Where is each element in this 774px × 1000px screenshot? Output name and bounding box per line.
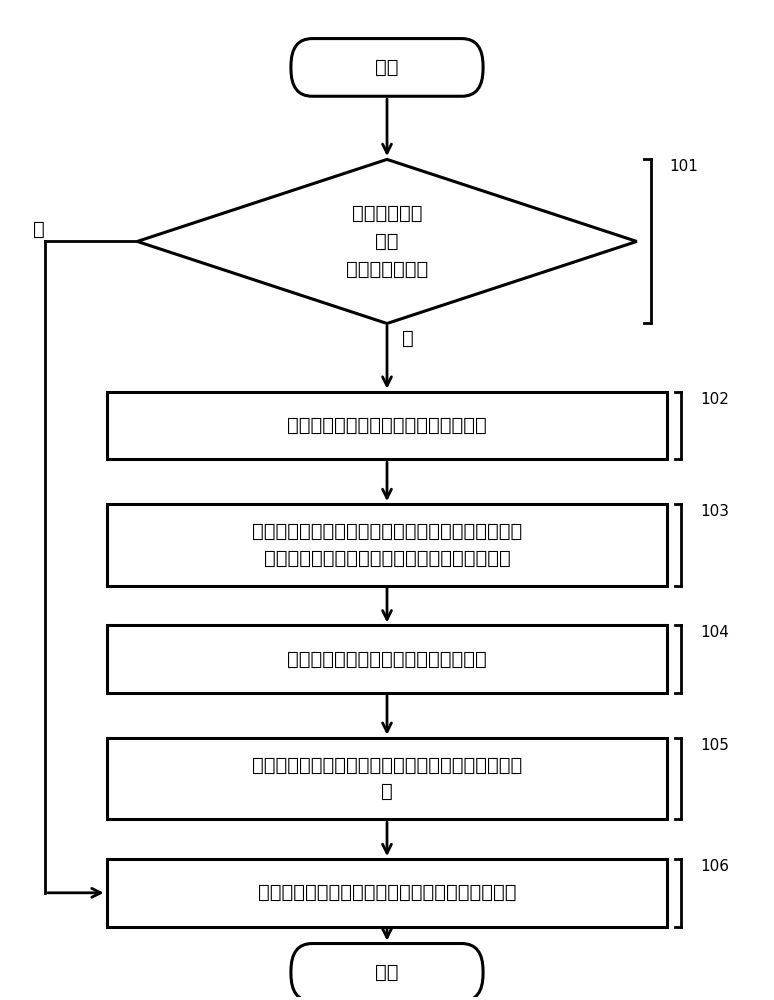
Text: 是: 是 [402, 329, 414, 348]
Text: 102: 102 [700, 392, 729, 407]
Bar [107, 738, 667, 819]
FancyBboxPatch shape [291, 944, 483, 1000]
Text: 开始: 开始 [375, 58, 399, 77]
Bar [107, 859, 667, 927]
Text: 将检测到的人体的生物特征信息与预先存储的生物特
征信息进行匹配，获取当前检测到的人体的身份: 将检测到的人体的生物特征信息与预先存储的生物特 征信息进行匹配，获取当前检测到的… [252, 522, 522, 567]
Text: 106: 106 [700, 859, 730, 874]
Text: 否: 否 [33, 220, 45, 239]
Polygon shape [137, 159, 637, 323]
Text: 101: 101 [670, 159, 699, 174]
Text: 结束: 结束 [375, 963, 399, 982]
Text: 103: 103 [700, 504, 730, 519]
Text: 105: 105 [700, 738, 729, 753]
Text: 提取与当前人体身份相符的提醒对象所属的待提醒事
件: 提取与当前人体身份相符的提醒对象所属的待提醒事 件 [252, 756, 522, 801]
Bar [107, 625, 667, 693]
Bar [107, 392, 667, 459]
Text: 人工智能门铃
判断
是否检测到人体: 人工智能门铃 判断 是否检测到人体 [346, 204, 428, 279]
Text: 以从近到远的时间顺序顺序播报导入的待提醒事件: 以从近到远的时间顺序顺序播报导入的待提醒事件 [258, 883, 516, 902]
Text: 获取当前检测到的人体的生物特征信息: 获取当前检测到的人体的生物特征信息 [287, 416, 487, 435]
Bar [107, 504, 667, 586]
Text: 查找与当前人体的身份相符的提醒对象: 查找与当前人体的身份相符的提醒对象 [287, 650, 487, 669]
Text: 104: 104 [700, 625, 729, 640]
FancyBboxPatch shape [291, 39, 483, 96]
